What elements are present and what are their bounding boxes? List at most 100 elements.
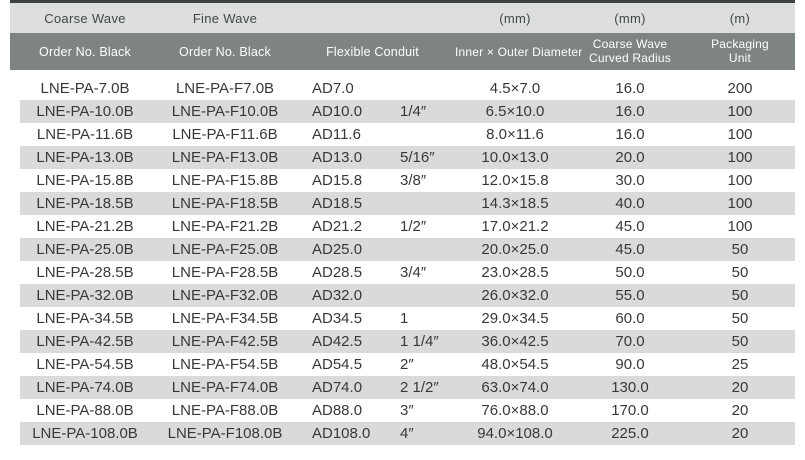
table-row: LNE-PA-18.5B LNE-PA-F18.5B AD18.5 14.3×1… bbox=[10, 192, 795, 215]
cell-fine-order: LNE-PA-F11.6B bbox=[172, 126, 278, 143]
cell-packaging: 100 bbox=[727, 149, 753, 166]
cell-diameter: 94.0×108.0 bbox=[477, 425, 553, 442]
cell-radius: 170.0 bbox=[611, 402, 649, 419]
cell-conduit: AD88.0 bbox=[312, 402, 363, 419]
cell-conduit-group: AD18.5 bbox=[290, 195, 455, 212]
cell-coarse-order: LNE-PA-108.0B bbox=[32, 425, 138, 442]
cell-packaging: 50 bbox=[731, 287, 749, 304]
cell-coarse-order: LNE-PA-11.6B bbox=[36, 126, 134, 143]
cell-packaging: 100 bbox=[727, 103, 753, 120]
col-header-diameter: Inner × Outer Diameter bbox=[455, 44, 583, 59]
cell-conduit: AD7.0 bbox=[312, 80, 354, 97]
cell-coarse-order: LNE-PA-74.0B bbox=[36, 379, 134, 396]
cell-diameter: 14.3×18.5 bbox=[481, 195, 549, 212]
cell-radius: 70.0 bbox=[615, 333, 645, 350]
cell-inch-size: 1/4″ bbox=[400, 103, 427, 120]
cell-conduit-group: AD54.5 2″ bbox=[290, 356, 455, 373]
cell-radius: 45.0 bbox=[615, 241, 645, 258]
table-row: LNE-PA-28.5B LNE-PA-F28.5B AD28.5 3/4″ 2… bbox=[10, 261, 795, 284]
cell-diameter: 23.0×28.5 bbox=[481, 264, 549, 281]
cell-radius: 16.0 bbox=[615, 126, 645, 143]
col-header-radius: Coarse Wave Curved Radius bbox=[575, 37, 685, 65]
table-top-border bbox=[10, 0, 795, 3]
cell-radius: 90.0 bbox=[615, 356, 645, 373]
group-header-row: Coarse Wave Fine Wave (mm) (mm) (m) bbox=[10, 3, 795, 33]
cell-packaging: 20 bbox=[731, 425, 749, 442]
cell-inch-size: 3/8″ bbox=[400, 172, 427, 189]
cell-conduit: AD28.5 bbox=[312, 264, 363, 281]
table-row: LNE-PA-32.0B LNE-PA-F32.0B AD32.0 26.0×3… bbox=[10, 284, 795, 307]
cell-conduit: AD11.6 bbox=[312, 126, 361, 143]
group-header-coarse-wave: Coarse Wave bbox=[44, 10, 126, 26]
cell-packaging: 50 bbox=[731, 241, 749, 258]
col-header-radius-label: Coarse Wave Curved Radius bbox=[589, 37, 671, 65]
cell-inch-size bbox=[400, 287, 455, 304]
cell-coarse-order: LNE-PA-28.5B bbox=[36, 264, 134, 281]
table-row: LNE-PA-88.0B LNE-PA-F88.0B AD88.0 3″ 76.… bbox=[10, 399, 795, 422]
group-header-packaging-unit: (m) bbox=[729, 10, 751, 26]
cell-fine-order: LNE-PA-F32.0B bbox=[171, 287, 279, 304]
col-header-fine-order: Order No. Black bbox=[179, 44, 271, 59]
cell-conduit-group: AD28.5 3/4″ bbox=[290, 264, 455, 281]
cell-inch-size bbox=[400, 126, 455, 143]
table-row: LNE-PA-15.8B LNE-PA-F15.8B AD15.8 3/8″ 1… bbox=[10, 169, 795, 192]
cell-packaging: 20 bbox=[731, 402, 749, 419]
cell-conduit: AD18.5 bbox=[312, 195, 363, 212]
cell-conduit-group: AD34.5 1 bbox=[290, 310, 455, 327]
cell-diameter: 48.0×54.5 bbox=[481, 356, 549, 373]
cell-coarse-order: LNE-PA-10.0B bbox=[36, 103, 134, 120]
cell-coarse-order: LNE-PA-21.2B bbox=[36, 218, 134, 235]
cell-conduit-group: AD10.0 1/4″ bbox=[290, 103, 455, 120]
cell-packaging: 100 bbox=[727, 218, 753, 235]
cell-coarse-order: LNE-PA-7.0B bbox=[40, 80, 130, 97]
cell-conduit-group: AD74.0 2 1/2″ bbox=[290, 379, 455, 396]
cell-radius: 16.0 bbox=[615, 80, 645, 97]
cell-diameter: 26.0×32.0 bbox=[481, 287, 549, 304]
table-row: LNE-PA-10.0B LNE-PA-F10.0B AD10.0 1/4″ 6… bbox=[10, 100, 795, 123]
cell-inch-size: 1/2″ bbox=[400, 218, 427, 235]
cell-radius: 50.0 bbox=[615, 264, 645, 281]
cell-diameter: 8.0×11.6 bbox=[486, 126, 544, 143]
cell-radius: 20.0 bbox=[615, 149, 645, 166]
cell-diameter: 4.5×7.0 bbox=[489, 80, 541, 97]
cell-conduit: AD32.0 bbox=[312, 287, 363, 304]
cell-fine-order: LNE-PA-F13.0B bbox=[171, 149, 279, 166]
cell-conduit-group: AD25.0 bbox=[290, 241, 455, 258]
cell-conduit: AD34.5 bbox=[312, 310, 363, 327]
cell-conduit-group: AD11.6 bbox=[290, 126, 455, 143]
table-body: LNE-PA-7.0B LNE-PA-F7.0B AD7.0 4.5×7.0 1… bbox=[10, 77, 795, 445]
cell-fine-order: LNE-PA-F7.0B bbox=[175, 80, 275, 97]
cell-radius: 40.0 bbox=[615, 195, 645, 212]
cell-inch-size: 4″ bbox=[400, 425, 414, 442]
cell-inch-size: 1 1/4″ bbox=[400, 333, 439, 350]
cell-conduit-group: AD21.2 1/2″ bbox=[290, 218, 455, 235]
cell-fine-order: LNE-PA-F88.0B bbox=[171, 402, 279, 419]
table-row: LNE-PA-54.5B LNE-PA-F54.5B AD54.5 2″ 48.… bbox=[10, 353, 795, 376]
cell-conduit: AD21.2 bbox=[312, 218, 363, 235]
cell-conduit: AD74.0 bbox=[312, 379, 363, 396]
cell-packaging: 20 bbox=[731, 379, 749, 396]
cell-conduit-group: AD88.0 3″ bbox=[290, 402, 455, 419]
cell-inch-size: 2″ bbox=[400, 356, 414, 373]
table-row: LNE-PA-74.0B LNE-PA-F74.0B AD74.0 2 1/2″… bbox=[10, 376, 795, 399]
cell-fine-order: LNE-PA-F25.0B bbox=[171, 241, 279, 258]
cell-diameter: 10.0×13.0 bbox=[481, 149, 549, 166]
cell-radius: 45.0 bbox=[615, 218, 645, 235]
cell-fine-order: LNE-PA-F28.5B bbox=[171, 264, 279, 281]
col-header-packaging: Packaging Unit bbox=[685, 37, 795, 65]
cell-conduit-group: AD32.0 bbox=[290, 287, 455, 304]
col-header-packaging-label: Packaging Unit bbox=[711, 37, 769, 65]
table-row: LNE-PA-11.6B LNE-PA-F11.6B AD11.6 8.0×11… bbox=[10, 123, 795, 146]
column-header-row: Order No. Black Order No. Black Flexible… bbox=[10, 33, 795, 70]
cell-fine-order: LNE-PA-F34.5B bbox=[171, 310, 279, 327]
cell-conduit-group: AD108.0 4″ bbox=[290, 425, 455, 442]
cell-inch-size bbox=[400, 80, 455, 97]
cell-conduit-group: AD7.0 bbox=[290, 80, 455, 97]
spec-table: Coarse Wave Fine Wave (mm) (mm) (m) Orde… bbox=[10, 0, 795, 445]
cell-packaging: 25 bbox=[731, 356, 749, 373]
cell-inch-size: 1 bbox=[400, 310, 409, 327]
cell-inch-size: 3″ bbox=[400, 402, 414, 419]
cell-diameter: 20.0×25.0 bbox=[481, 241, 549, 258]
cell-conduit: AD10.0 bbox=[312, 103, 363, 120]
cell-diameter: 12.0×15.8 bbox=[481, 172, 549, 189]
